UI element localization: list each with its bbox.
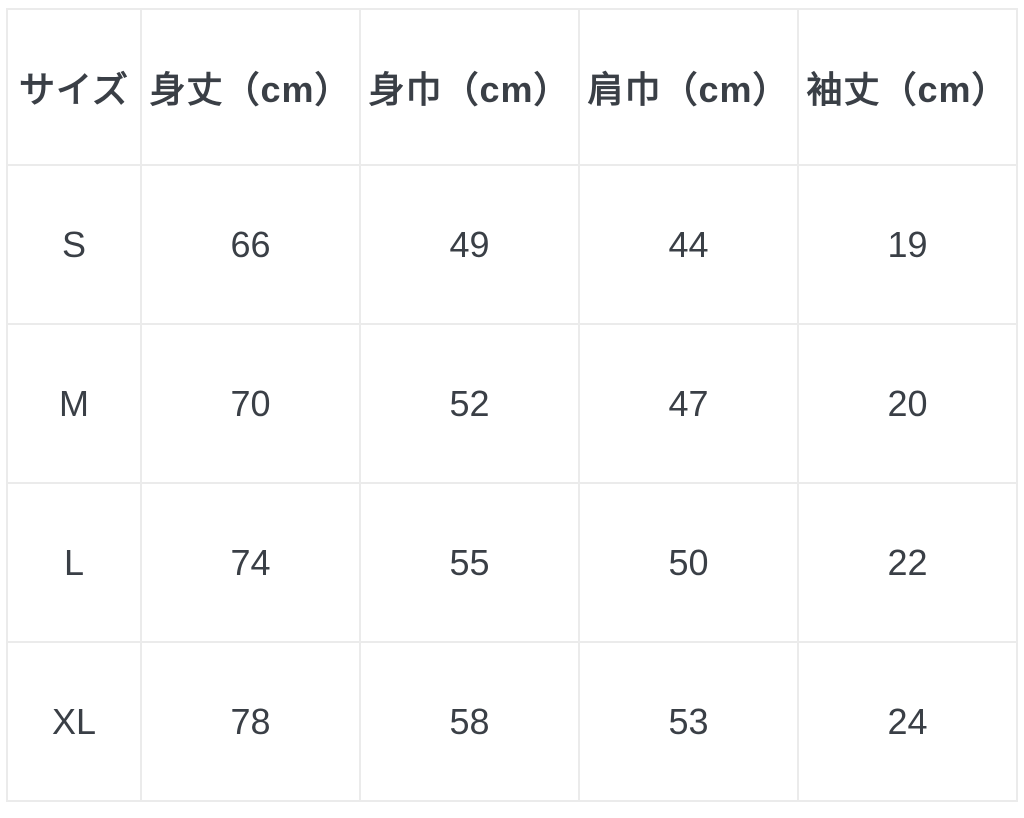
cell-size-label: L bbox=[6, 482, 142, 643]
column-header-sleeve-length: 袖丈（cm） bbox=[797, 8, 1018, 166]
size-chart-body: S 66 49 44 19 M 70 52 47 20 L 74 55 50 2… bbox=[6, 164, 1018, 802]
cell-size-label: S bbox=[6, 164, 142, 325]
column-header-body-length: 身丈（cm） bbox=[140, 8, 361, 166]
cell-body-width: 55 bbox=[359, 482, 580, 643]
column-header-body-width: 身巾（cm） bbox=[359, 8, 580, 166]
table-row-m: M 70 52 47 20 bbox=[6, 323, 1018, 484]
cell-body-length: 66 bbox=[140, 164, 361, 325]
cell-body-width: 58 bbox=[359, 641, 580, 802]
cell-shoulder-width: 47 bbox=[578, 323, 799, 484]
cell-body-width: 52 bbox=[359, 323, 580, 484]
cell-body-length: 70 bbox=[140, 323, 361, 484]
column-header-shoulder-width: 肩巾（cm） bbox=[578, 8, 799, 166]
size-chart-table: サイズ 身丈（cm） 身巾（cm） 肩巾（cm） 袖丈（cm） S 66 49 … bbox=[6, 8, 1018, 802]
cell-sleeve-length: 24 bbox=[797, 641, 1018, 802]
cell-size-label: XL bbox=[6, 641, 142, 802]
table-row-l: L 74 55 50 22 bbox=[6, 482, 1018, 643]
table-row-s: S 66 49 44 19 bbox=[6, 164, 1018, 325]
cell-sleeve-length: 22 bbox=[797, 482, 1018, 643]
cell-shoulder-width: 53 bbox=[578, 641, 799, 802]
cell-sleeve-length: 19 bbox=[797, 164, 1018, 325]
cell-shoulder-width: 50 bbox=[578, 482, 799, 643]
header-row: サイズ 身丈（cm） 身巾（cm） 肩巾（cm） 袖丈（cm） bbox=[6, 8, 1018, 166]
table-row-xl: XL 78 58 53 24 bbox=[6, 641, 1018, 802]
cell-body-length: 74 bbox=[140, 482, 361, 643]
cell-size-label: M bbox=[6, 323, 142, 484]
cell-shoulder-width: 44 bbox=[578, 164, 799, 325]
cell-sleeve-length: 20 bbox=[797, 323, 1018, 484]
cell-body-length: 78 bbox=[140, 641, 361, 802]
column-header-size: サイズ bbox=[6, 8, 142, 166]
cell-body-width: 49 bbox=[359, 164, 580, 325]
size-chart-header: サイズ 身丈（cm） 身巾（cm） 肩巾（cm） 袖丈（cm） bbox=[6, 8, 1018, 166]
